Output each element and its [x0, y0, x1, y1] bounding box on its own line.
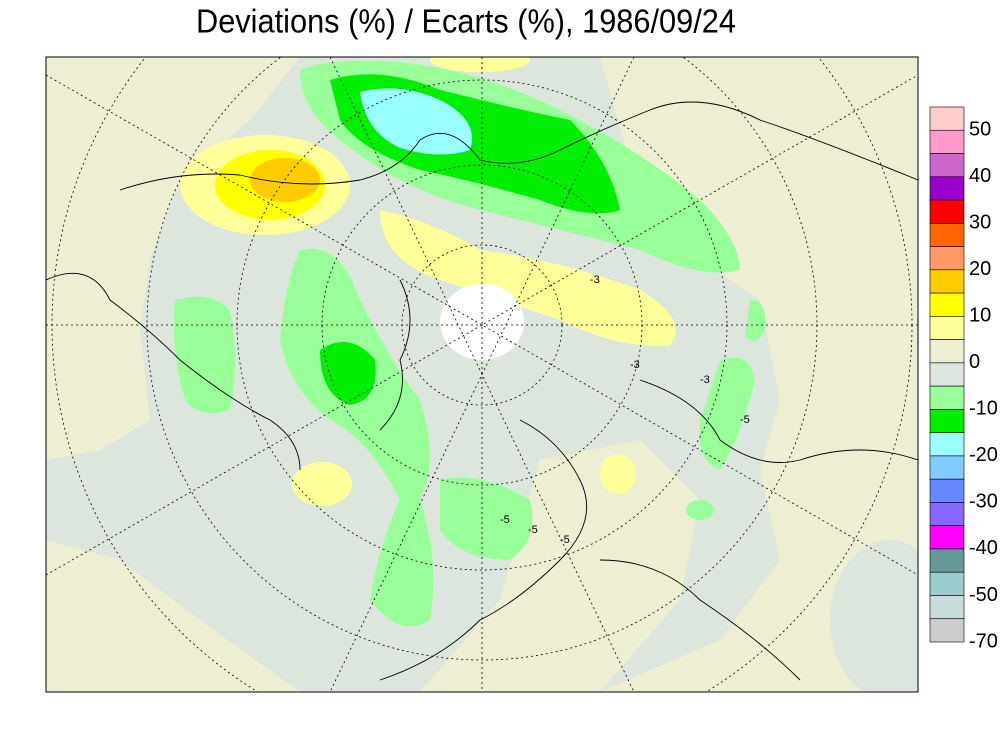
- legend-label: -10: [969, 398, 998, 420]
- legend-label: -70: [969, 630, 998, 652]
- field-area: [830, 540, 918, 692]
- legend-swatch: [929, 176, 965, 201]
- field-area: [320, 342, 376, 405]
- field-area: [440, 477, 533, 560]
- map: -5 -3 -5 -5 -3 -3 -5: [46, 57, 918, 692]
- field-area: [46, 540, 300, 692]
- legend-label: 30: [969, 212, 991, 234]
- legend-swatch: [929, 153, 965, 178]
- contour-label: -5: [500, 514, 510, 526]
- legend-label: -30: [969, 491, 998, 513]
- contour-label: -5: [560, 534, 570, 546]
- field-area: [600, 454, 636, 494]
- legend-swatch: [929, 525, 965, 550]
- legend-swatch: [929, 246, 965, 271]
- legend-swatch: [929, 455, 965, 480]
- contour-label: -5: [740, 414, 750, 426]
- legend-label: 0: [969, 351, 980, 373]
- graticule: [46, 57, 918, 692]
- legend-swatch: [929, 478, 965, 503]
- legend-swatch: [929, 409, 965, 433]
- field-area: [745, 300, 766, 342]
- contour-label: -3: [700, 374, 710, 386]
- coastline: [46, 101, 918, 681]
- legend-swatch: [929, 339, 965, 364]
- field-area: [686, 500, 714, 520]
- legend-label: 50: [969, 119, 991, 141]
- field-area: [770, 410, 870, 550]
- field-area: [699, 357, 755, 470]
- field-area: [430, 57, 530, 72]
- legend-label: -40: [969, 537, 998, 559]
- legend-label: -50: [969, 584, 998, 606]
- map-frame: [45, 56, 919, 693]
- legend-swatch: [929, 292, 965, 317]
- legend-swatch: [929, 129, 965, 154]
- field-area: [173, 296, 235, 414]
- legend-swatch: [929, 199, 965, 224]
- legend-swatch: [929, 316, 965, 340]
- legend-swatch: [929, 432, 965, 457]
- legend-swatch: [929, 618, 965, 643]
- field-area: [46, 57, 300, 460]
- legend-label: 10: [969, 305, 991, 327]
- contour-labels: -5 -3 -5 -5 -3 -3 -5: [500, 274, 750, 546]
- legend-label: -20: [969, 444, 998, 466]
- legend-label: 40: [969, 165, 991, 187]
- field-area: [420, 440, 700, 692]
- field-area: [250, 158, 320, 202]
- legend-swatch: [929, 269, 965, 294]
- legend-swatch: [929, 502, 965, 526]
- field-area: [280, 248, 434, 627]
- contour-label: -3: [630, 359, 640, 371]
- title: Deviations (%) / Ecarts (%), 1986/09/24: [196, 3, 736, 40]
- legend-swatch: [929, 571, 965, 596]
- contour-label: -3: [590, 274, 600, 286]
- legend-label: 20: [969, 258, 991, 280]
- legend-swatch: [929, 362, 965, 387]
- legend-swatch: [929, 595, 965, 620]
- legend-swatch: [929, 548, 965, 573]
- legend: 50 40 30 20 10 0 -10 -20 -30 -40 -50 -70: [929, 106, 998, 652]
- contour-label: -5: [528, 524, 538, 536]
- legend-swatch: [929, 385, 965, 410]
- legend-swatch: [929, 106, 965, 131]
- field-area: [360, 88, 472, 155]
- legend-swatch: [929, 223, 965, 247]
- field-area: [292, 462, 352, 506]
